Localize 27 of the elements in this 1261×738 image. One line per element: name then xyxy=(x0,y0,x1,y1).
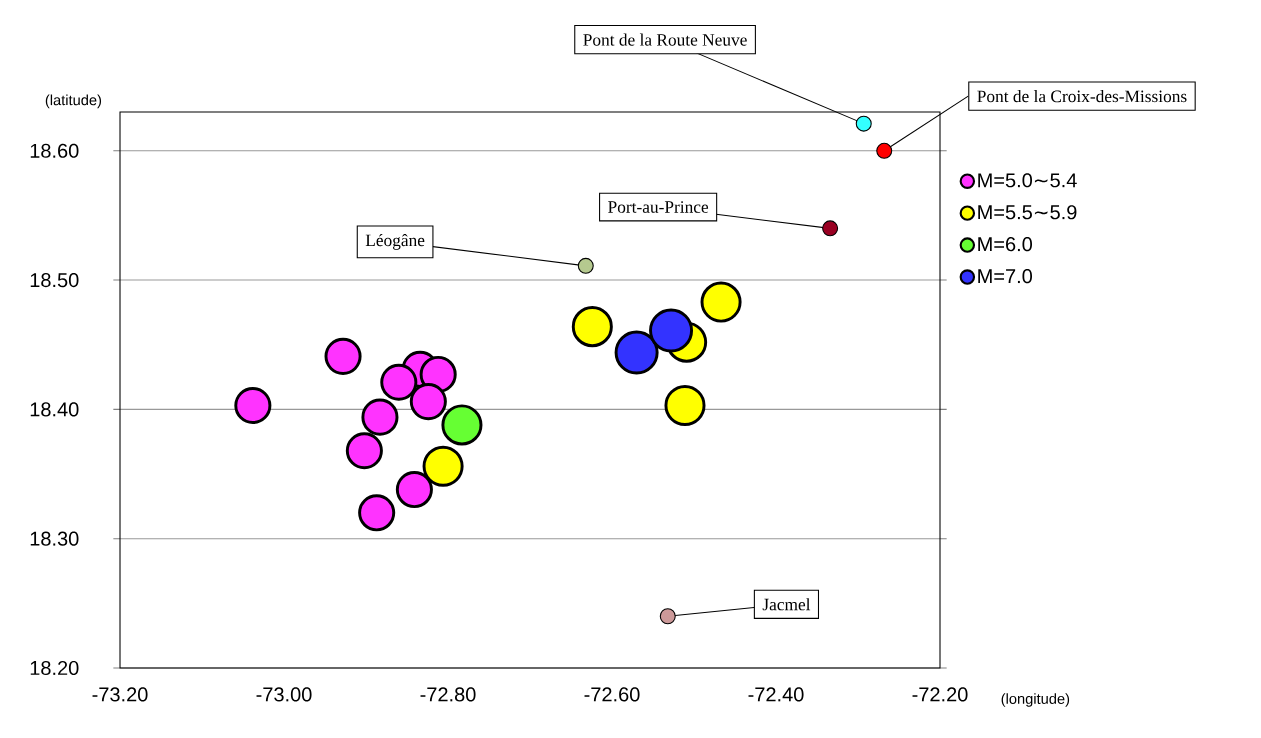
point xyxy=(822,220,839,237)
legend-label: M=5.0∼5.4 xyxy=(978,173,1077,188)
x-tick-label: -73.00 xyxy=(256,687,312,702)
x-tick-label: -72.40 xyxy=(748,687,804,702)
annotation: Pont de la Route Neuve xyxy=(583,33,747,46)
legend-label: M=6.0 xyxy=(978,237,1033,252)
annotation: Jacmel xyxy=(762,598,811,611)
y-tick-label: 18.60 xyxy=(30,143,79,158)
annotation: Pont de la Croix-des-Missions xyxy=(977,90,1187,103)
y-tick-label: 18.50 xyxy=(30,273,79,288)
point xyxy=(577,257,594,274)
annotation: Léogâne xyxy=(365,233,425,250)
x-tick-label: -72.60 xyxy=(584,687,640,702)
x-tick-label: -72.80 xyxy=(420,687,476,702)
point xyxy=(876,142,893,159)
y-tick-label: 18.30 xyxy=(30,531,79,546)
x-axis-title: (longitude) xyxy=(1001,693,1070,707)
y-tick-label: 18.20 xyxy=(30,660,79,676)
legend-label: M=5.5∼5.9 xyxy=(978,205,1077,220)
annotation: Port-au-Prince xyxy=(608,201,709,213)
y-axis-title: (latitude) xyxy=(45,94,102,109)
point xyxy=(659,608,676,625)
y-tick-label: 18.40 xyxy=(30,402,79,417)
legend-label: M=7.0 xyxy=(978,269,1033,284)
point xyxy=(855,115,872,132)
x-tick-label: -73.20 xyxy=(92,687,148,702)
x-tick-label: -72.20 xyxy=(912,687,968,702)
